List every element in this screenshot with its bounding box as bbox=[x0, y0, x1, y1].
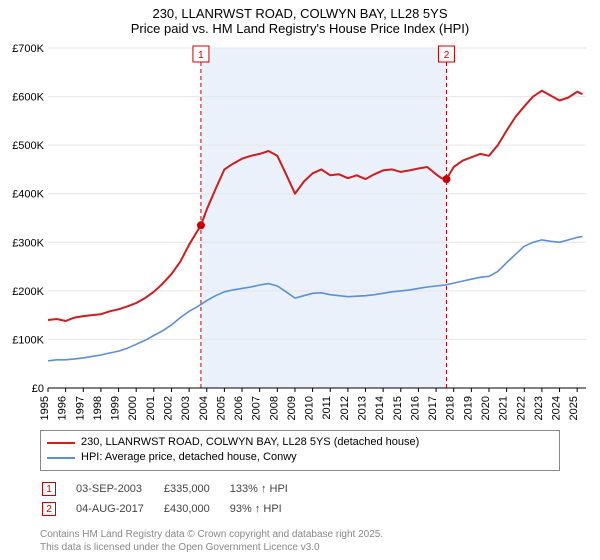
svg-text:1995: 1995 bbox=[39, 396, 51, 420]
svg-text:2021: 2021 bbox=[498, 396, 510, 420]
svg-text:2009: 2009 bbox=[286, 396, 298, 420]
svg-text:1: 1 bbox=[198, 50, 204, 61]
marker-date: 04-AUG-2017 bbox=[76, 500, 162, 518]
legend-label-subject: 230, LLANRWST ROAD, COLWYN BAY, LL28 5YS… bbox=[81, 435, 419, 450]
marker-delta: 133% ↑ HPI bbox=[230, 480, 306, 498]
svg-text:£500K: £500K bbox=[12, 140, 44, 152]
svg-text:2020: 2020 bbox=[480, 396, 492, 420]
svg-text:£300K: £300K bbox=[12, 237, 44, 249]
svg-text:2013: 2013 bbox=[357, 396, 369, 420]
svg-text:2007: 2007 bbox=[251, 396, 263, 420]
svg-text:2011: 2011 bbox=[321, 396, 333, 420]
marker-date: 03-SEP-2003 bbox=[76, 480, 162, 498]
footer-line-1: Contains HM Land Registry data © Crown c… bbox=[40, 529, 383, 542]
svg-text:2017: 2017 bbox=[427, 396, 439, 420]
svg-text:2023: 2023 bbox=[533, 396, 545, 420]
svg-text:1997: 1997 bbox=[74, 396, 86, 420]
svg-text:2008: 2008 bbox=[268, 396, 280, 420]
svg-text:2006: 2006 bbox=[233, 396, 245, 420]
marker-badge-2: 2 bbox=[42, 502, 56, 516]
footer-line-2: This data is licensed under the Open Gov… bbox=[40, 542, 383, 555]
svg-text:2018: 2018 bbox=[445, 396, 457, 420]
svg-text:2024: 2024 bbox=[551, 396, 563, 420]
markers-table: 1 03-SEP-2003 £335,000 133% ↑ HPI 2 04-A… bbox=[40, 478, 308, 520]
svg-text:2016: 2016 bbox=[409, 396, 421, 420]
svg-text:2005: 2005 bbox=[215, 396, 227, 420]
svg-text:2004: 2004 bbox=[198, 396, 210, 420]
marker-delta: 93% ↑ HPI bbox=[230, 500, 306, 518]
svg-text:£200K: £200K bbox=[12, 286, 44, 298]
marker-price: £335,000 bbox=[164, 480, 228, 498]
svg-text:2025: 2025 bbox=[568, 396, 580, 420]
svg-text:2003: 2003 bbox=[180, 396, 192, 420]
svg-text:2012: 2012 bbox=[339, 396, 351, 420]
svg-text:2014: 2014 bbox=[374, 396, 386, 420]
svg-text:2019: 2019 bbox=[462, 396, 474, 420]
legend-label-hpi: HPI: Average price, detached house, Conw… bbox=[81, 450, 297, 465]
legend-item-subject: 230, LLANRWST ROAD, COLWYN BAY, LL28 5YS… bbox=[47, 435, 553, 450]
svg-text:2022: 2022 bbox=[515, 396, 527, 420]
legend-swatch-hpi bbox=[47, 457, 75, 459]
svg-text:2010: 2010 bbox=[304, 396, 316, 420]
legend-swatch-subject bbox=[47, 442, 75, 444]
svg-text:£400K: £400K bbox=[12, 189, 44, 201]
price-chart: £0 £100K £200K £300K £400K £500K £600K £700K 199… bbox=[4, 42, 596, 422]
svg-text:£0: £0 bbox=[32, 383, 44, 395]
svg-text:1999: 1999 bbox=[110, 396, 122, 420]
chart-container: 230, LLANRWST ROAD, COLWYN BAY, LL28 5YS… bbox=[0, 0, 600, 560]
legend-item-hpi: HPI: Average price, detached house, Conw… bbox=[47, 450, 553, 465]
title-line-1: 230, LLANRWST ROAD, COLWYN BAY, LL28 5YS bbox=[0, 6, 600, 21]
title-block: 230, LLANRWST ROAD, COLWYN BAY, LL28 5YS… bbox=[0, 0, 600, 40]
title-line-2: Price paid vs. HM Land Registry's House … bbox=[0, 21, 600, 36]
svg-text:2001: 2001 bbox=[145, 396, 157, 420]
svg-text:2: 2 bbox=[444, 50, 450, 61]
chart-svg: £0 £100K £200K £300K £400K £500K £600K £700K 199… bbox=[4, 42, 596, 422]
svg-text:2002: 2002 bbox=[162, 396, 174, 420]
legend: 230, LLANRWST ROAD, COLWYN BAY, LL28 5YS… bbox=[40, 430, 560, 471]
svg-text:2015: 2015 bbox=[392, 396, 404, 420]
svg-text:1996: 1996 bbox=[57, 396, 69, 420]
svg-text:£600K: £600K bbox=[12, 92, 44, 104]
footer-attribution: Contains HM Land Registry data © Crown c… bbox=[40, 529, 383, 554]
svg-text:1998: 1998 bbox=[92, 396, 104, 420]
marker-badge-1: 1 bbox=[42, 482, 56, 496]
marker-row: 2 04-AUG-2017 £430,000 93% ↑ HPI bbox=[42, 500, 306, 518]
svg-text:£700K: £700K bbox=[12, 43, 44, 55]
svg-text:£100K: £100K bbox=[12, 334, 44, 346]
marker-price: £430,000 bbox=[164, 500, 228, 518]
svg-text:2000: 2000 bbox=[127, 396, 139, 420]
marker-row: 1 03-SEP-2003 £335,000 133% ↑ HPI bbox=[42, 480, 306, 498]
